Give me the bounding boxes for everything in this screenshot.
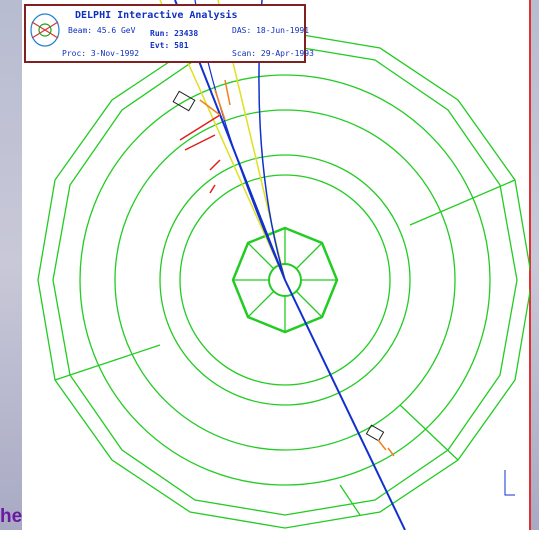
track-blue bbox=[284, 279, 406, 530]
footer-fragment: he bbox=[0, 506, 22, 527]
outer-polygon bbox=[37, 31, 530, 529]
header-proc: Proc: 3-Nov-1992 bbox=[62, 49, 139, 58]
header-run: Run: 23438 bbox=[150, 29, 198, 38]
module-box bbox=[365, 424, 385, 442]
hits-orange bbox=[377, 439, 395, 457]
axes-icon bbox=[504, 470, 515, 496]
display-panel bbox=[22, 0, 530, 530]
header-beam: Beam: 45.6 GeV bbox=[68, 26, 136, 35]
header-box: DELPHI Interactive Analysis Beam: 45.6 G… bbox=[24, 4, 314, 63]
header-das: DAS: 18-Jun-1991 bbox=[232, 26, 309, 35]
module-box bbox=[172, 90, 196, 112]
delphi-logo bbox=[30, 13, 60, 47]
ring bbox=[79, 74, 491, 486]
header-title: DELPHI Interactive Analysis bbox=[75, 9, 238, 21]
ring bbox=[179, 174, 391, 386]
sector-lines bbox=[54, 179, 516, 516]
spokes bbox=[233, 228, 337, 332]
header-evt: Evt: 581 bbox=[150, 41, 189, 50]
hits-orange bbox=[199, 79, 231, 121]
ring bbox=[159, 154, 411, 406]
header-scan: Scan: 29-Apr-1993 bbox=[232, 49, 314, 58]
header-frame bbox=[24, 4, 306, 63]
ring bbox=[114, 109, 456, 451]
detector bbox=[37, 31, 530, 529]
hits-red bbox=[179, 114, 221, 194]
outer-polygon-inner bbox=[52, 44, 518, 516]
